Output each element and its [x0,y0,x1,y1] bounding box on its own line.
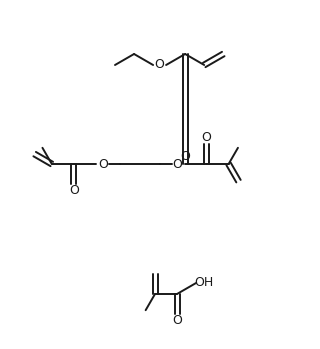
Text: O: O [98,157,108,171]
Text: O: O [173,157,182,171]
Text: O: O [180,150,190,163]
Text: OH: OH [195,276,214,290]
Text: O: O [202,131,212,144]
Text: O: O [154,59,164,72]
Text: O: O [69,184,79,197]
Text: O: O [172,314,182,327]
